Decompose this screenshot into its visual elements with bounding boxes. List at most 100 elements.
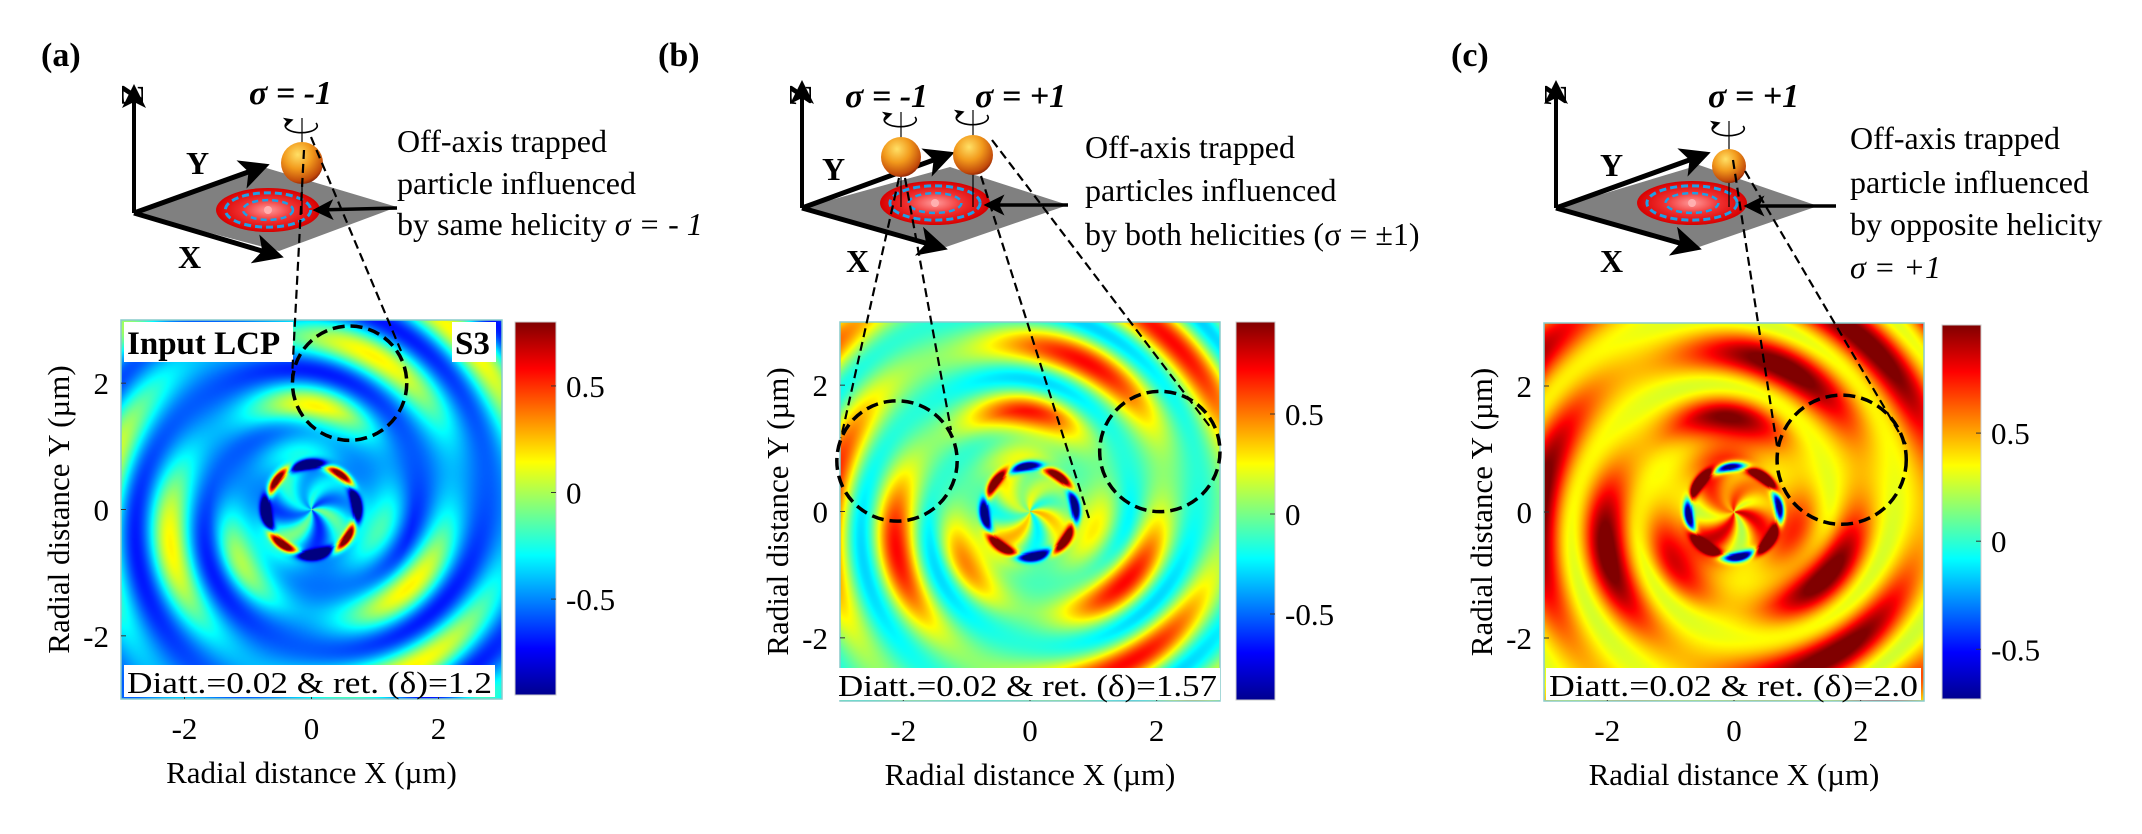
input-label-box	[124, 322, 293, 362]
panel-c: (c) Y X Z σ = +1 Off-axis trapped particle inf…	[1451, 37, 2102, 792]
x-tick-label: 2	[1853, 713, 1869, 748]
x-axis-arrow	[801, 205, 948, 256]
x-tick-label: 0	[1726, 713, 1742, 748]
colorbar-tick-label: -0.5	[1285, 597, 1334, 632]
panel-label: (c)	[1451, 37, 1489, 74]
description-line: particles influenced	[1085, 172, 1336, 208]
x-axis-letter: X	[178, 239, 201, 275]
helicity-label: σ = +1	[1708, 78, 1799, 115]
x-axis-letter: X	[1600, 243, 1623, 279]
description-text: by opposite helicity	[1850, 206, 2102, 242]
description-text: particle influenced	[397, 165, 636, 201]
description-text: by both helicities (σ = ±1)	[1085, 216, 1420, 252]
y-tick-label: -2	[802, 621, 828, 656]
y-tick-label: 2	[1517, 369, 1533, 404]
pointer-arrow	[312, 199, 398, 221]
y-axis-arrow	[133, 160, 270, 216]
y-tick-label: 2	[813, 368, 829, 403]
parameter-box	[124, 665, 495, 697]
trapped-particle	[881, 137, 921, 177]
colorbar-tick-label: -0.5	[566, 582, 615, 617]
y-axis-letter: Y	[1600, 147, 1623, 183]
x-tick-label: 2	[1149, 713, 1165, 748]
description-line: Off-axis trapped	[1850, 120, 2060, 156]
trapped-particle	[953, 135, 993, 175]
x-axis-label: Radial distance X (µm)	[1589, 757, 1880, 792]
z-axis-letter: Z	[783, 84, 819, 105]
spin-rotation-icon	[881, 111, 918, 128]
description-text: Off-axis trapped	[1085, 129, 1295, 165]
description-text: Off-axis trapped	[1850, 120, 2060, 156]
s3-heatmap-c	[1544, 323, 1924, 701]
y-tick-label: -2	[1506, 621, 1532, 656]
input-polarization-label: Input LCP	[127, 326, 280, 362]
panel-label: (a)	[41, 37, 81, 74]
description-text: by same helicity	[397, 206, 615, 242]
x-tick-label: 0	[304, 711, 320, 746]
y-axis-label: Radial distance Y (µm)	[760, 367, 795, 655]
zoom-leader-line	[903, 177, 953, 431]
x-axis-label: Radial distance X (µm)	[166, 755, 457, 790]
colorbar	[1941, 324, 1982, 700]
panel-label: (b)	[658, 37, 700, 74]
trapped-particle	[1712, 149, 1746, 183]
spin-flow-arrows-outer	[223, 191, 313, 229]
z-axis-letter: Z	[1538, 84, 1574, 105]
colorbar-tick-label: 0	[566, 476, 582, 511]
description-helicity: σ = - 1	[615, 206, 703, 242]
zoom-leader-line	[1731, 159, 1779, 447]
zoom-leader-line	[290, 149, 306, 379]
spin-flow-arrows-outer	[888, 184, 982, 222]
description-line: by both helicities (σ = ±1)	[1085, 216, 1420, 252]
panel-b: (b) Y X Z σ = -1 σ = +1 Off-axis trapped partic…	[658, 37, 1420, 792]
colorbar-tick-label: 0	[1285, 497, 1301, 532]
x-tick-label: -2	[172, 711, 198, 746]
helicity-label: σ = -1	[845, 78, 928, 115]
description-line: by opposite helicity	[1850, 206, 2102, 242]
colorbar-tick-label: 0.5	[1991, 416, 2030, 451]
zoom-leader-line	[1744, 170, 1908, 447]
colorbar-tick-label: 0.5	[566, 369, 605, 404]
panel-a: (a) Y X Z σ = -1 Off-axis trapped particle inf…	[41, 37, 703, 790]
quantity-label: S3	[455, 326, 490, 362]
y-tick-label: 2	[94, 366, 110, 401]
highlight-circle	[290, 324, 409, 443]
colorbar-tick-label: -0.5	[1991, 632, 2040, 667]
parameter-box	[1546, 668, 1921, 700]
description-line: Off-axis trapped	[397, 123, 607, 159]
description-line: by same helicity σ = - 1	[397, 206, 703, 242]
spin-flow-arrows-inner	[241, 198, 295, 222]
y-axis-label: Radial distance Y (µm)	[1464, 368, 1499, 656]
colorbar	[514, 321, 557, 696]
x-tick-label: -2	[890, 713, 916, 748]
beam-center	[264, 206, 272, 214]
y-tick-label: -2	[83, 619, 109, 654]
trapped-particle	[281, 142, 323, 184]
spin-rotation-icon	[282, 117, 319, 134]
parameter-box	[835, 668, 1220, 700]
x-axis-arrow	[133, 210, 284, 264]
description-text: particles influenced	[1085, 172, 1336, 208]
zoom-leader-line	[991, 139, 1212, 429]
description-line: σ = +1	[1850, 249, 1941, 285]
colorbar-tick-label: 0	[1991, 524, 2007, 559]
parameter-annotation: Diatt.=0.02 & ret. (δ)=2.0	[1549, 668, 1918, 703]
x-tick-label: 2	[431, 711, 447, 746]
colorbar	[1235, 321, 1276, 701]
description-line: Off-axis trapped	[1085, 129, 1295, 165]
zoom-leader-line	[979, 175, 1091, 519]
spin-rotation-icon	[953, 109, 990, 126]
plot-frame	[120, 319, 503, 700]
quantity-label-box	[452, 322, 496, 362]
y-axis-letter: Y	[822, 151, 845, 187]
beam-center	[931, 199, 939, 207]
highlight-circle	[1775, 393, 1909, 527]
spin-flow-arrows-outer	[1645, 184, 1739, 222]
zoom-leader-line	[309, 136, 403, 352]
y-tick-label: 0	[94, 493, 110, 528]
highlight-circle	[1097, 389, 1222, 514]
spin-flow-arrows-inner	[1664, 191, 1720, 215]
x-axis-label: Radial distance X (µm)	[885, 757, 1176, 792]
x-axis-arrow	[1555, 205, 1702, 256]
